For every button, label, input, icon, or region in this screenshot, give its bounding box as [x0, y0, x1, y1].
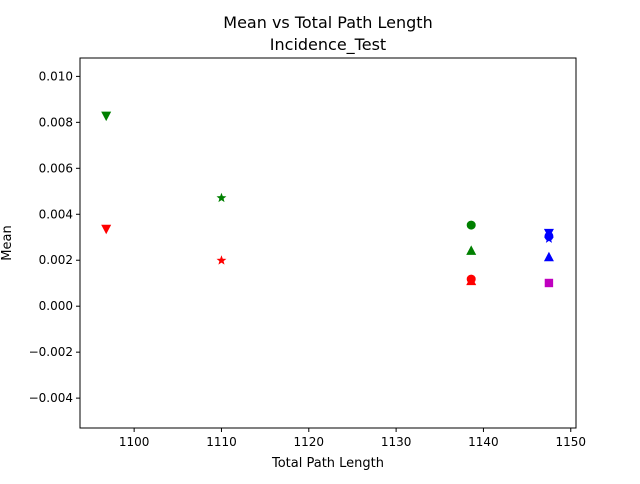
plot-area	[101, 111, 554, 288]
data-point-13	[544, 278, 554, 288]
y-axis: −0.004 −0.002 0.000 0.002 0.004 0.006 0.008 0.0…	[29, 69, 80, 405]
x-axis-label: Total Path Length	[271, 456, 384, 471]
y-axis-label: Mean	[0, 225, 15, 260]
data-point-5	[466, 220, 476, 230]
data-point-8	[466, 275, 477, 286]
data-point-3	[216, 192, 227, 203]
data-point-4	[216, 255, 227, 265]
data-point-12	[543, 251, 554, 262]
x-tick-label: 1150	[555, 435, 586, 449]
y-tick-label: 0.008	[39, 115, 73, 129]
data-point-6	[466, 245, 477, 255]
y-tick-label: 0.002	[39, 253, 73, 267]
data-point-1	[101, 111, 112, 122]
x-tick-label: 1130	[381, 435, 412, 449]
y-tick-label: −0.004	[29, 391, 73, 405]
y-tick-label: 0.000	[39, 299, 73, 313]
x-tick-label: 1140	[468, 435, 499, 449]
y-tick-label: 0.004	[39, 207, 73, 221]
data-point-11	[543, 233, 554, 243]
chart-title: Mean vs Total Path Length	[223, 13, 432, 32]
y-tick-label: 0.006	[39, 161, 73, 175]
data-point-2	[101, 224, 112, 235]
x-axis: 1100 1110 1120 1130 1140 1150	[119, 428, 586, 449]
x-tick-label: 1110	[206, 435, 237, 449]
plot-frame	[79, 57, 577, 429]
y-tick-label: 0.010	[39, 69, 73, 83]
x-tick-label: 1120	[294, 435, 325, 449]
y-tick-label: −0.002	[29, 345, 73, 359]
chart-subtitle: Incidence_Test	[270, 35, 386, 55]
x-tick-label: 1100	[119, 435, 150, 449]
